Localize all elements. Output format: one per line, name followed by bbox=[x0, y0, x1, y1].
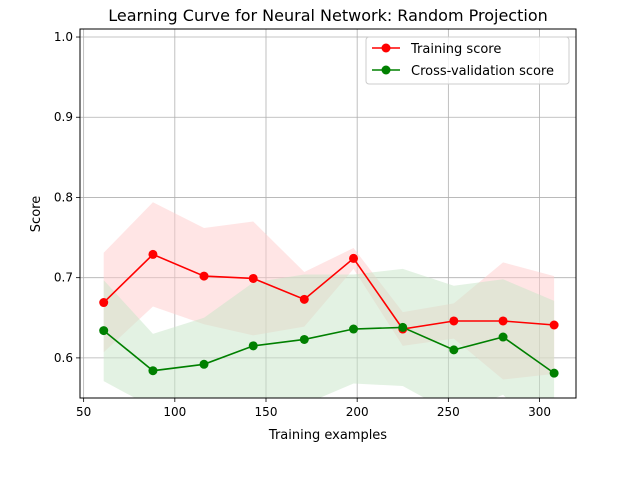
data-point-training bbox=[549, 320, 559, 330]
y-tick-label: 0.7 bbox=[54, 271, 73, 285]
legend-label-cv: Cross-validation score bbox=[411, 64, 554, 79]
series-markers bbox=[99, 249, 559, 378]
plot-frame bbox=[79, 28, 577, 399]
y-tick-label: 1.0 bbox=[54, 30, 73, 44]
data-point-training bbox=[349, 253, 359, 263]
legend-marker-training bbox=[381, 43, 391, 53]
x-axis-ticks: 50 100 150 200 250 300 bbox=[76, 398, 551, 419]
x-axis-label: Training examples bbox=[268, 428, 387, 443]
data-point-cv bbox=[498, 332, 508, 342]
data-point-cv bbox=[398, 322, 408, 332]
data-point-cv bbox=[349, 324, 359, 334]
y-tick-label: 0.8 bbox=[54, 190, 73, 204]
y-tick-label: 0.9 bbox=[54, 110, 73, 124]
x-tick-label: 200 bbox=[346, 405, 369, 419]
data-point-cv bbox=[148, 366, 158, 376]
x-tick-label: 100 bbox=[163, 405, 186, 419]
data-point-training bbox=[248, 273, 258, 283]
chart-title: Learning Curve for Neural Network: Rando… bbox=[108, 6, 548, 25]
legend: Training score Cross-validation score bbox=[365, 36, 570, 85]
data-point-cv bbox=[299, 334, 309, 344]
data-point-training bbox=[299, 294, 309, 304]
data-point-cv bbox=[199, 359, 209, 369]
data-point-cv bbox=[248, 341, 258, 351]
series-line-cv bbox=[103, 326, 555, 374]
x-tick-label: 50 bbox=[76, 405, 91, 419]
y-axis-label: Score bbox=[29, 196, 44, 232]
data-point-training bbox=[199, 271, 209, 281]
series-line-training bbox=[103, 253, 555, 330]
x-tick-label: 300 bbox=[528, 405, 551, 419]
data-point-training bbox=[148, 249, 158, 259]
y-axis-ticks: 0.6 0.7 0.8 0.9 1.0 bbox=[54, 30, 80, 365]
x-tick-label: 150 bbox=[255, 405, 278, 419]
series-lines bbox=[103, 253, 555, 374]
data-point-cv bbox=[99, 326, 109, 336]
legend-label-training: Training score bbox=[410, 42, 501, 57]
x-tick-label: 250 bbox=[437, 405, 460, 419]
data-point-training bbox=[449, 316, 459, 326]
legend-box bbox=[365, 36, 570, 85]
data-point-training bbox=[498, 316, 508, 326]
data-point-cv bbox=[549, 368, 559, 378]
legend-marker-cv bbox=[381, 65, 391, 75]
data-point-training bbox=[99, 298, 109, 308]
data-point-cv bbox=[449, 345, 459, 355]
y-tick-label: 0.6 bbox=[54, 351, 73, 365]
